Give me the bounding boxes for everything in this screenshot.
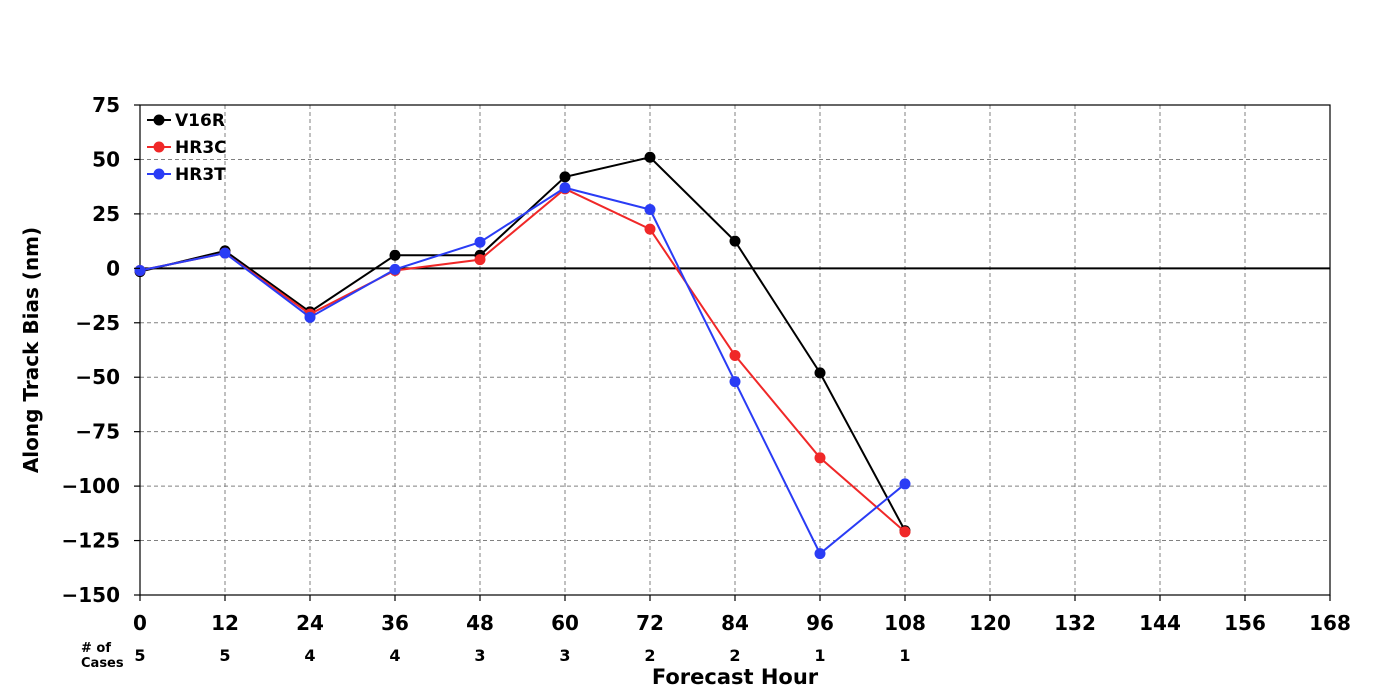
x-tick-label: 132 [1054, 611, 1096, 635]
x-tick-label: 120 [969, 611, 1011, 635]
x-tick-label: 12 [211, 611, 239, 635]
data-point [559, 171, 571, 183]
data-point [389, 263, 401, 275]
case-count: 2 [729, 646, 740, 665]
x-tick-label: 36 [381, 611, 409, 635]
data-point [814, 548, 826, 560]
data-point [644, 151, 656, 163]
y-tick-label: −25 [75, 311, 120, 335]
data-point [729, 235, 741, 247]
y-tick-label: 75 [92, 93, 120, 117]
x-tick-label: 144 [1139, 611, 1181, 635]
x-tick-label: 108 [884, 611, 926, 635]
legend-swatch-marker [153, 114, 165, 126]
data-point [304, 311, 316, 323]
legend: V16R HR3C HR3T [147, 111, 227, 185]
case-count: 1 [899, 646, 910, 665]
x-axis-label: Forecast Hour [652, 665, 819, 689]
legend-item: V16R [147, 111, 225, 131]
y-tick-label: 50 [92, 147, 120, 171]
data-point [644, 204, 656, 216]
legend-label: HR3C [175, 138, 227, 158]
data-point [474, 254, 486, 266]
legend-label: HR3T [175, 165, 226, 185]
series-line [139, 187, 906, 533]
x-tick-label: 84 [721, 611, 749, 635]
series-line [139, 156, 906, 532]
y-tick-label: −150 [61, 583, 120, 607]
x-tick-label: 156 [1224, 611, 1266, 635]
y-tick-label: 0 [106, 256, 120, 280]
data-point [134, 265, 146, 277]
cases-row: 5 5 4 4 3 3 2 2 1 1 [134, 646, 910, 665]
x-tick-label: 0 [133, 611, 147, 635]
cases-label-line: Cases [81, 656, 124, 671]
cases-label: # of Cases [81, 641, 124, 671]
x-tick-label: 24 [296, 611, 324, 635]
series-hr3t [134, 182, 911, 560]
x-tick-label: 48 [466, 611, 494, 635]
series-hr3c [134, 183, 911, 538]
data-point [644, 223, 656, 235]
y-tick-label: −50 [75, 365, 120, 389]
legend-swatch-marker [153, 168, 165, 180]
x-tick-label: 96 [806, 611, 834, 635]
x-tick-label: 168 [1309, 611, 1351, 635]
case-count: 3 [474, 646, 485, 665]
series-layer [134, 151, 911, 560]
data-point [814, 452, 826, 464]
y-tick-label: −100 [61, 474, 120, 498]
series-v16r [134, 151, 911, 537]
x-axis-ticks: 0 12 24 36 48 60 72 84 96 108 120 132 144 156 168 [133, 595, 1351, 635]
y-tick-label: −125 [61, 529, 120, 553]
y-axis-label: Along Track Bias (nm) [19, 227, 43, 473]
case-count: 3 [559, 646, 570, 665]
case-count: 4 [304, 646, 315, 665]
data-point [559, 182, 571, 194]
data-point [729, 349, 741, 361]
x-tick-label: 72 [636, 611, 664, 635]
y-tick-label: 25 [92, 202, 120, 226]
data-point [389, 249, 401, 261]
case-count: 5 [219, 646, 230, 665]
case-count: 4 [389, 646, 400, 665]
data-point [729, 376, 741, 388]
series-line [139, 186, 906, 556]
x-tick-label: 60 [551, 611, 579, 635]
data-point [899, 478, 911, 490]
y-axis-ticks: 75 50 25 0 −25 −50 −75 −100 −125 −150 [61, 93, 140, 607]
legend-swatch-marker [153, 141, 165, 153]
data-point [474, 236, 486, 248]
data-point [899, 526, 911, 538]
legend-item: HR3C [147, 138, 227, 158]
cases-label-line: # of [81, 641, 111, 656]
y-tick-label: −75 [75, 420, 120, 444]
data-point [814, 367, 826, 379]
case-count: 2 [644, 646, 655, 665]
legend-label: V16R [175, 111, 225, 131]
data-point [219, 247, 231, 259]
legend-item: HR3T [147, 165, 226, 185]
case-count: 1 [814, 646, 825, 665]
case-count: 5 [134, 646, 145, 665]
